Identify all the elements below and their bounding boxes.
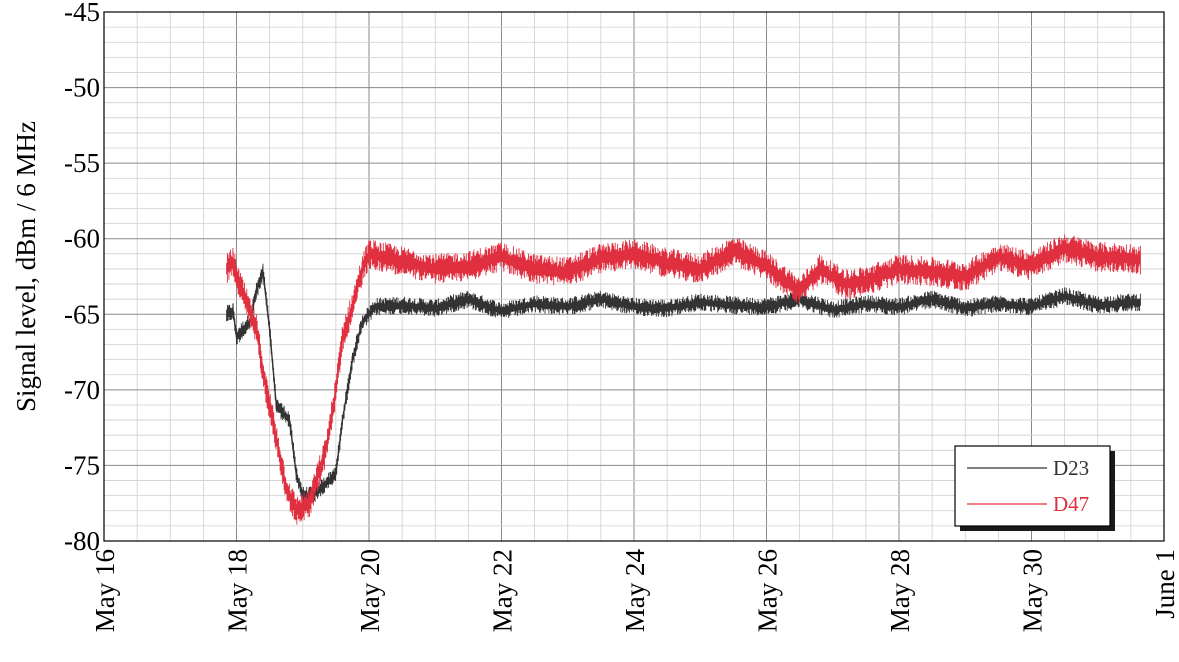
x-tick-label: June 1 bbox=[1150, 549, 1179, 619]
y-tick-label: -65 bbox=[64, 299, 100, 329]
y-tick-label: -70 bbox=[64, 375, 100, 405]
legend: D23 D47 bbox=[954, 445, 1115, 531]
x-tick-label: May 26 bbox=[753, 549, 783, 632]
x-axis-ticks: May 16 May 18 May 20 May 22 May 24 May 26 May … bbox=[90, 549, 1179, 633]
y-tick-label: -55 bbox=[64, 148, 100, 178]
legend-label-d23: D23 bbox=[1053, 456, 1089, 480]
series-d23 bbox=[226, 263, 1141, 505]
series-band-d47 bbox=[226, 234, 1141, 525]
y-axis-ticks: -45 -50 -55 -60 -65 -70 -75 -80 bbox=[64, 0, 100, 556]
x-tick-label: May 20 bbox=[355, 549, 385, 632]
y-axis-title: Signal level, dBm / 6 MHz bbox=[11, 121, 41, 412]
x-tick-label: May 28 bbox=[885, 549, 915, 632]
y-tick-label: -45 bbox=[64, 0, 100, 27]
series-band-d23 bbox=[226, 263, 1141, 505]
x-tick-label: May 30 bbox=[1018, 549, 1048, 632]
x-tick-label: May 16 bbox=[90, 549, 120, 632]
y-tick-label: -60 bbox=[64, 224, 100, 254]
x-tick-label: May 22 bbox=[488, 549, 518, 632]
y-tick-label: -50 bbox=[64, 73, 100, 103]
legend-label-d47: D47 bbox=[1053, 492, 1089, 516]
series-layer bbox=[226, 234, 1141, 525]
series-d47 bbox=[226, 234, 1141, 525]
x-tick-label: May 18 bbox=[223, 549, 253, 632]
plot-frame bbox=[103, 11, 1165, 542]
x-tick-label: May 24 bbox=[620, 549, 650, 633]
legend-box bbox=[954, 445, 1111, 527]
y-tick-label: -80 bbox=[64, 526, 100, 556]
y-tick-label: -75 bbox=[64, 450, 100, 480]
